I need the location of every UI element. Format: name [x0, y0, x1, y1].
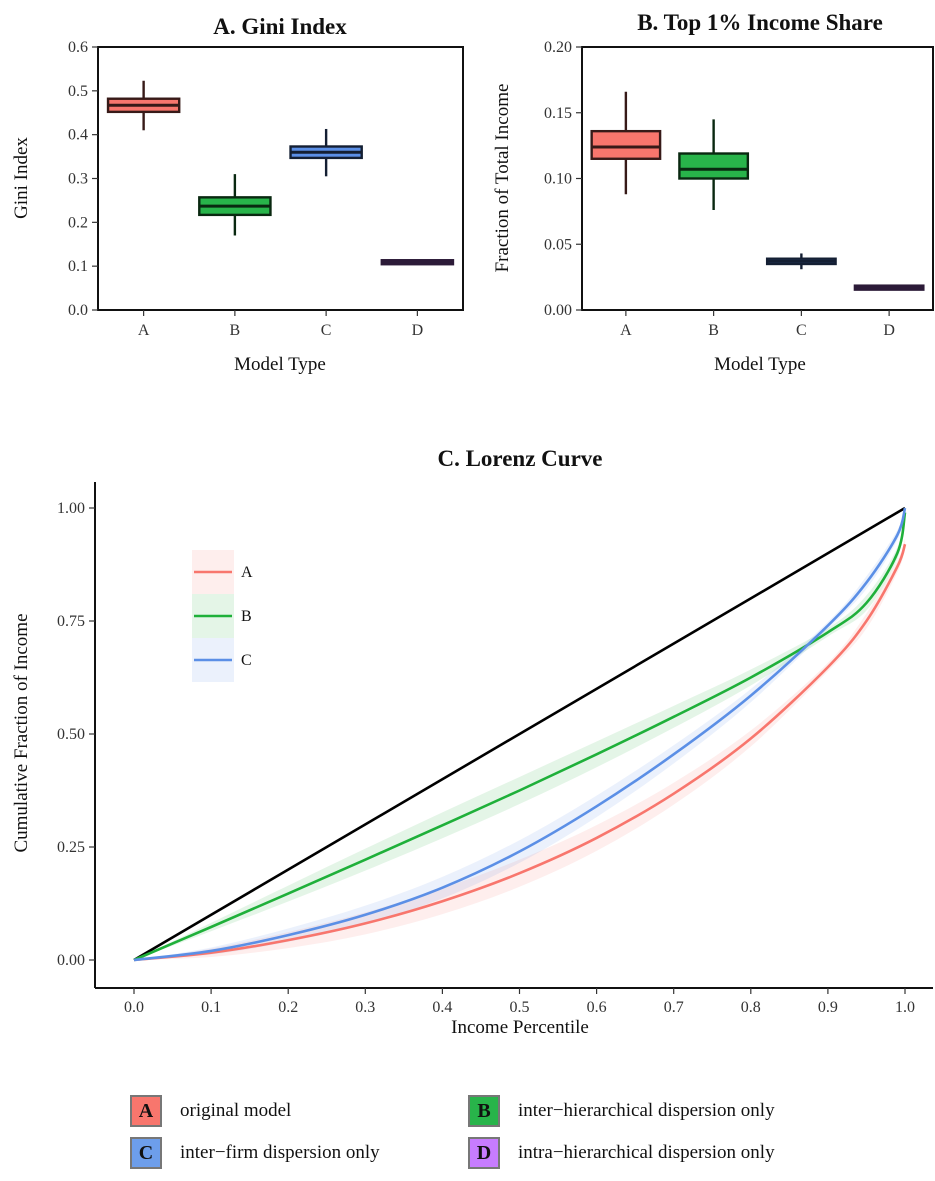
x-tick-label: 0.9 [818, 999, 838, 1016]
legend-label-a: original model [180, 1100, 292, 1121]
x-tick-label: 0.1 [201, 999, 221, 1016]
y-tick-label: 0.1 [68, 258, 88, 275]
x-tick-label: 0.0 [124, 999, 144, 1016]
legend-key-a: A [138, 1099, 154, 1122]
lorenz-legend-label: B [241, 608, 252, 625]
x-tick-label: B [230, 322, 241, 339]
legend-label-c: inter−firm dispersion only [180, 1142, 380, 1163]
x-tick-label: C [321, 322, 332, 339]
legend-key-b: B [477, 1099, 491, 1122]
panel-b-frame [581, 46, 934, 311]
series-line-a [133, 543, 907, 962]
box-a [590, 91, 662, 195]
legend-item-d: D intra−hierarchical dispersion only [468, 1137, 775, 1169]
lorenz-legend-label: A [241, 564, 253, 581]
panel-a-plot-area: 0.0 0.1 0.2 0.3 0.4 0.5 0.6 A B C D [68, 39, 464, 339]
y-tick-label: 0.05 [544, 236, 572, 253]
legend-swatch-a: A [130, 1095, 162, 1127]
box-iqr [678, 152, 750, 180]
box-b [678, 119, 750, 211]
x-tick-label: A [138, 322, 150, 339]
legend-key-c: C [138, 1141, 154, 1164]
panel-a-ylabel: Gini Index [11, 137, 32, 219]
x-tick-label: D [883, 322, 895, 339]
y-tick-label: 0.00 [57, 952, 85, 969]
panel-c-plot-area: 0.00 0.25 0.50 0.75 1.00 0.0 0.1 0.2 0.3 0.4 0.5 0.… [57, 482, 933, 1016]
legend-item-a: A original model [130, 1095, 291, 1127]
legend-swatch-d: D [468, 1137, 500, 1169]
legend-label-d: intra−hierarchical dispersion only [518, 1142, 775, 1163]
x-tick-label: 0.6 [587, 999, 607, 1016]
y-tick-label: 0.15 [544, 105, 572, 122]
x-tick-label: D [412, 322, 424, 339]
x-tick-label: 0.2 [278, 999, 298, 1016]
x-tick-label: 0.7 [664, 999, 684, 1016]
legend-label-b: inter−hierarchical dispersion only [518, 1100, 775, 1121]
legend-swatch-b: B [468, 1095, 500, 1127]
box-d [380, 259, 455, 266]
y-tick-label: 0.20 [544, 39, 572, 56]
panel-b-top1-share: B. Top 1% Income Share Model Type Fracti… [492, 10, 934, 375]
y-tick-label: 0.6 [68, 39, 88, 56]
box-b [198, 174, 272, 236]
lorenz-legend-label: C [241, 652, 252, 669]
band-a [134, 538, 905, 960]
panel-c-lorenz-curve: C. Lorenz Curve Income Percentile Cumula… [11, 446, 933, 1038]
series-line-c [133, 507, 907, 962]
box-c [289, 128, 363, 177]
y-tick-label: 0.5 [68, 83, 88, 100]
panel-b-title: B. Top 1% Income Share [637, 10, 883, 35]
legend-item-b: B inter−hierarchical dispersion only [468, 1095, 775, 1127]
panel-b-xlabel: Model Type [714, 354, 806, 375]
y-tick-label: 0.4 [68, 127, 88, 144]
panel-a-xlabel: Model Type [234, 354, 326, 375]
x-tick-label: C [796, 322, 807, 339]
box-c [765, 253, 837, 270]
panel-a-gini-index: A. Gini Index Model Type Gini Index 0.00… [11, 14, 464, 375]
panel-c-title: C. Lorenz Curve [437, 446, 602, 471]
box-a [106, 80, 181, 131]
x-tick-label: A [620, 322, 632, 339]
y-tick-label: 1.00 [57, 500, 85, 517]
x-tick-label: 0.8 [741, 999, 761, 1016]
panel-c-xlabel: Income Percentile [451, 1017, 589, 1038]
lorenz-legend: A B C [192, 550, 253, 682]
legend-key-d: D [476, 1141, 492, 1164]
x-tick-label: 0.5 [510, 999, 530, 1016]
y-tick-label: 0.00 [544, 302, 572, 319]
y-tick-label: 0.3 [68, 171, 88, 188]
y-tick-label: 0.2 [68, 214, 88, 231]
box-d [853, 284, 925, 291]
equality-line [133, 506, 906, 962]
panel-a-title: A. Gini Index [213, 14, 347, 39]
panel-c-ylabel: Cumulative Fraction of Income [11, 613, 32, 852]
x-tick-label: 0.4 [432, 999, 452, 1016]
box-iqr [590, 129, 662, 160]
y-tick-label: 0.75 [57, 613, 85, 630]
y-tick-label: 0.10 [544, 171, 572, 188]
y-tick-label: 0.25 [57, 839, 85, 856]
panel-a-frame [97, 46, 464, 311]
panel-b-plot-area: 0.00 0.05 0.10 0.15 0.20 A B C D [544, 39, 934, 339]
legend-item-c: C inter−firm dispersion only [130, 1137, 380, 1169]
y-tick-label: 0.50 [57, 726, 85, 743]
series-line-b [133, 512, 907, 962]
x-tick-label: B [708, 322, 719, 339]
y-tick-label: 0.0 [68, 302, 88, 319]
x-tick-label: 0.3 [355, 999, 375, 1016]
x-tick-label: 1.0 [895, 999, 915, 1016]
panel-b-ylabel: Fraction of Total Income [492, 84, 513, 273]
legend-swatch-c: C [130, 1137, 162, 1169]
